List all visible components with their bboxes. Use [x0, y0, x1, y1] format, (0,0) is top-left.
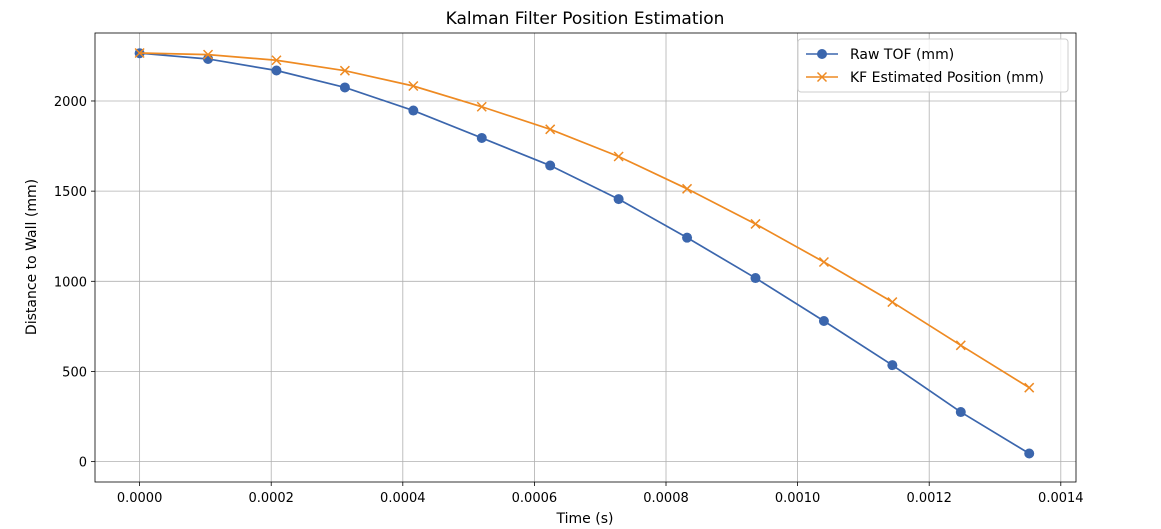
legend-box: [797, 38, 1069, 93]
x-tick-label: 0.0000: [117, 491, 163, 506]
data-point-raw-tof: [1024, 448, 1035, 459]
x-tick-label: 0.0010: [775, 491, 821, 506]
y-tick-label: 2000: [54, 95, 87, 110]
data-point-raw-tof: [613, 194, 624, 205]
chart-title: Kalman Filter Position Estimation: [446, 9, 725, 29]
data-point-kf-estimate: [887, 297, 898, 308]
y-tick-label: 500: [62, 365, 87, 380]
y-axis-label: Distance to Wall (mm): [24, 179, 40, 335]
data-point-raw-tof: [682, 232, 693, 243]
data-point-kf-estimate: [818, 256, 829, 268]
data-point-kf-estimate: [134, 47, 145, 59]
legend-label-raw-tof: Raw TOF (mm): [850, 47, 954, 63]
data-point-kf-estimate: [682, 183, 693, 194]
data-point-raw-tof: [408, 105, 419, 116]
data-point-kf-estimate: [955, 340, 966, 351]
x-tick-label: 0.0006: [512, 491, 558, 506]
data-point-raw-tof: [545, 160, 556, 171]
data-point-raw-tof: [339, 82, 350, 93]
x-tick-label: 0.0002: [248, 491, 294, 506]
plot-area-frame: [94, 32, 1077, 483]
data-point-kf-estimate: [271, 55, 282, 66]
y-tick-label: 1000: [54, 275, 87, 290]
data-point-raw-tof: [750, 273, 761, 284]
data-point-kf-estimate: [203, 49, 214, 60]
legend-marker-raw-tof: [817, 49, 827, 59]
series-raw-tof: [134, 48, 1035, 459]
x-tick-label: 0.0004: [380, 491, 426, 506]
data-point-kf-estimate: [545, 124, 556, 135]
data-point-kf-estimate: [750, 218, 761, 229]
x-tick-label: 0.0012: [906, 491, 952, 506]
data-point-raw-tof: [476, 132, 487, 143]
x-tick-label: 0.0008: [643, 491, 689, 506]
data-point-kf-estimate: [339, 65, 350, 76]
x-tick-label: 0.0014: [1038, 491, 1084, 506]
series-line-raw-tof: [139, 52, 1030, 455]
data-point-kf-estimate: [1024, 382, 1035, 393]
data-point-raw-tof: [887, 360, 898, 371]
series-layer: [134, 47, 1035, 459]
data-point-raw-tof: [818, 315, 829, 326]
legend: Raw TOF (mm) KF Estimated Position (mm): [797, 38, 1069, 93]
data-point-raw-tof: [955, 407, 966, 418]
series-line-kf-estimate: [139, 52, 1030, 389]
data-point-raw-tof: [271, 65, 282, 76]
data-point-kf-estimate: [476, 101, 487, 112]
legend-marker-kf-estimate: [816, 71, 828, 83]
data-point-kf-estimate: [408, 80, 419, 92]
y-tick-label: 0: [79, 456, 87, 471]
tick-layer: 0.0000 0.0002 0.0004 0.0006 0.0008 0.0010 0.00…: [54, 95, 1084, 506]
y-tick-label: 1500: [54, 185, 87, 200]
data-point-kf-estimate: [613, 151, 624, 162]
grid-layer: [95, 33, 1076, 482]
x-axis-label: Time (s): [556, 511, 614, 527]
series-kf-estimate: [134, 47, 1035, 393]
legend-label-kf-estimate: KF Estimated Position (mm): [850, 70, 1044, 86]
